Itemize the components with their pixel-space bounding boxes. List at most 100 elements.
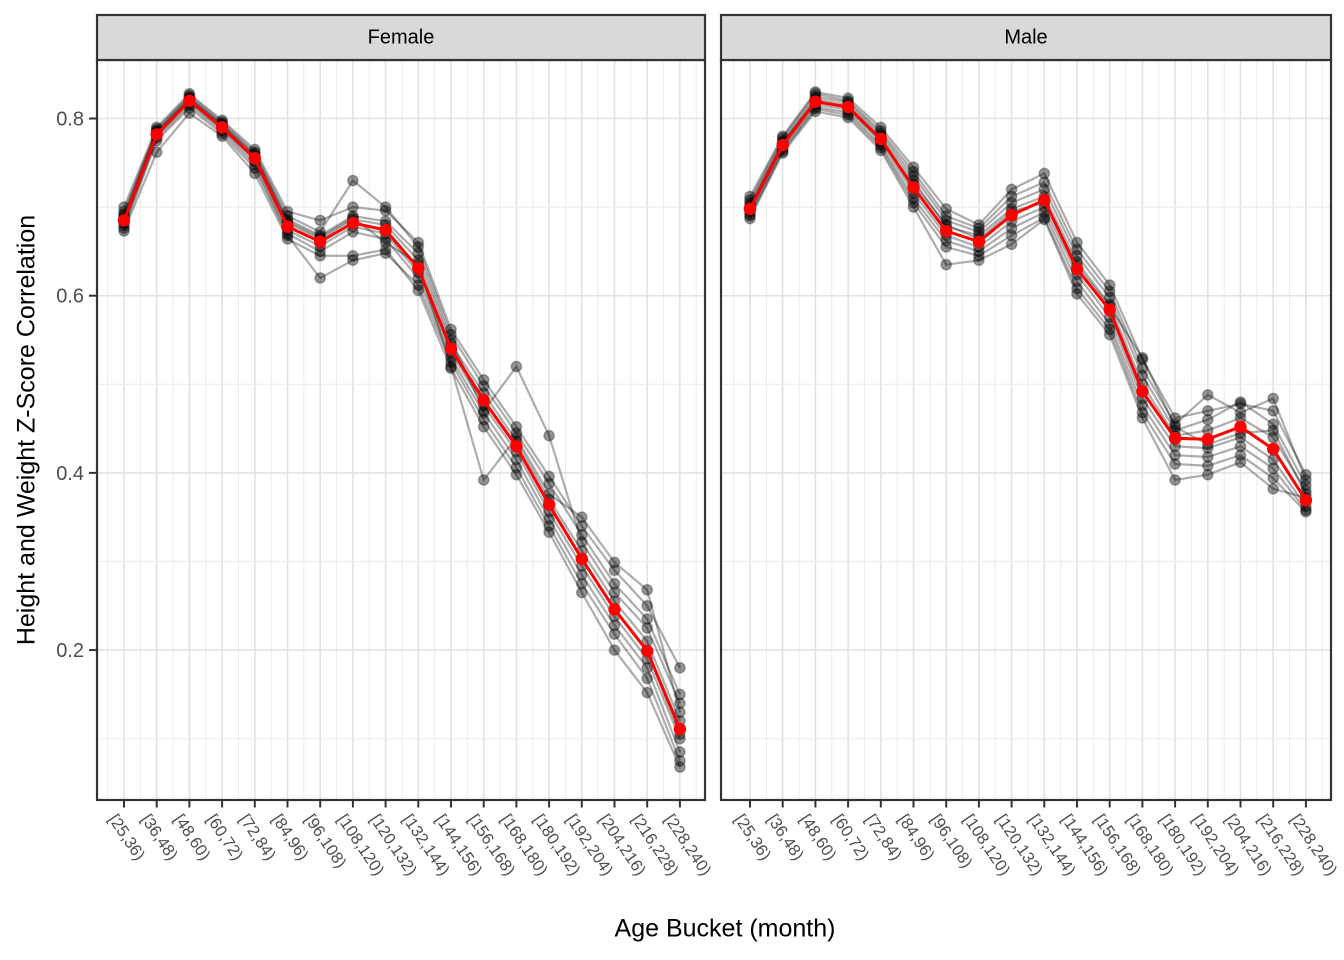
individual-series-point (150, 146, 163, 159)
individual-series-point (281, 233, 294, 245)
individual-series-point (1169, 474, 1182, 486)
individual-series-point (575, 520, 588, 532)
individual-series-point (1201, 389, 1214, 401)
facet-strip-label-male: Male (1004, 26, 1048, 49)
individual-series-point (940, 210, 953, 222)
individual-series-point (608, 644, 621, 656)
individual-series-point (412, 241, 425, 253)
y-tick-label: 0.4 (56, 463, 84, 485)
individual-series-point (1136, 353, 1149, 366)
individual-series-point (608, 586, 621, 599)
mean-series-point (940, 224, 953, 238)
y-tick-label: 0.6 (56, 286, 84, 308)
individual-series-point (1103, 279, 1116, 291)
individual-series-point (641, 622, 654, 634)
individual-series-point (445, 360, 457, 373)
mean-series-point (542, 498, 556, 511)
individual-series-point (346, 201, 359, 214)
individual-series-point (346, 174, 359, 187)
individual-series-point (674, 661, 686, 674)
individual-series-point (543, 470, 555, 483)
mean-series-point (379, 223, 392, 237)
individual-series-point (477, 373, 490, 386)
individual-series-point (1267, 482, 1280, 495)
individual-series-point (575, 536, 588, 548)
individual-series-point (1038, 211, 1051, 224)
individual-series-point (1136, 406, 1149, 419)
individual-series-point (1038, 176, 1051, 189)
individual-series-point (412, 284, 425, 297)
individual-series-point (477, 420, 490, 433)
individual-series-point (1201, 451, 1214, 463)
mean-series-point (1267, 442, 1280, 456)
individual-series-point (1005, 183, 1018, 196)
individual-series-point (510, 427, 523, 439)
individual-series-point (543, 520, 555, 532)
individual-series-point (1169, 420, 1182, 433)
individual-series-point (412, 236, 425, 249)
individual-series-point (445, 362, 457, 375)
mean-series-point (608, 603, 621, 616)
individual-series-point (874, 121, 887, 134)
individual-series-point (1103, 285, 1116, 298)
mean-series-point (1038, 193, 1051, 207)
individual-series-point (1267, 392, 1280, 405)
individual-series-point (1103, 323, 1116, 336)
mean-series-point (510, 440, 523, 453)
individual-series-point (1038, 213, 1051, 226)
mean-series-point (874, 132, 887, 146)
individual-series-point (1267, 424, 1280, 437)
panel-background (97, 60, 705, 800)
mean-series-point (1005, 208, 1018, 222)
individual-series-point (1300, 479, 1312, 492)
individual-series-line (122, 92, 681, 669)
individual-series-point (641, 661, 654, 674)
individual-series-point (510, 360, 523, 373)
individual-series-point (1103, 291, 1116, 304)
individual-series-point (1038, 167, 1051, 180)
mean-series-point (281, 220, 294, 233)
individual-series-point (1267, 431, 1280, 444)
individual-series-point (346, 249, 359, 262)
mean-series-point (575, 552, 588, 566)
individual-series-point (1005, 229, 1018, 242)
individual-series-point (183, 107, 196, 120)
individual-series-point (1201, 413, 1214, 426)
individual-series-point (674, 697, 686, 710)
individual-series-point (1267, 462, 1280, 475)
mean-series-point (809, 95, 822, 108)
individual-series-point (973, 249, 985, 262)
individual-series-point (674, 688, 686, 701)
individual-series-point (445, 356, 457, 369)
individual-series-point (510, 468, 523, 481)
y-tick-label: 0.2 (56, 640, 84, 662)
individual-series-point (1201, 468, 1214, 481)
individual-series-point (379, 247, 392, 260)
individual-series-point (940, 202, 953, 215)
mean-series-point (1103, 303, 1116, 317)
individual-series-line (749, 107, 1307, 513)
individual-series-point (1300, 474, 1312, 486)
individual-series-point (1071, 236, 1083, 249)
individual-series-point (379, 204, 392, 217)
individual-series-point (674, 706, 686, 719)
individual-series-point (575, 577, 588, 590)
individual-series-point (445, 323, 457, 336)
individual-series-point (1071, 243, 1083, 256)
panel-female: [25,36)[36,48)[48,60)[60,72)[72,84)[84,9… (95, 13, 715, 879)
individual-series-point (314, 272, 327, 284)
individual-series-point (477, 474, 490, 486)
individual-series-point (641, 583, 654, 596)
individual-series-point (608, 619, 621, 632)
individual-series-point (1136, 412, 1149, 424)
mean-series-point (412, 262, 425, 275)
individual-series-point (1071, 282, 1083, 295)
mean-series-point (743, 202, 757, 216)
individual-series-line (122, 94, 681, 695)
mean-series-point (1168, 432, 1182, 445)
mean-series-point (841, 100, 855, 114)
panel-male: [25,36)[36,48)[48,60)[60,72)[72,84)[84,9… (719, 13, 1341, 879)
individual-series-point (543, 429, 555, 442)
mean-series-point (444, 342, 458, 356)
